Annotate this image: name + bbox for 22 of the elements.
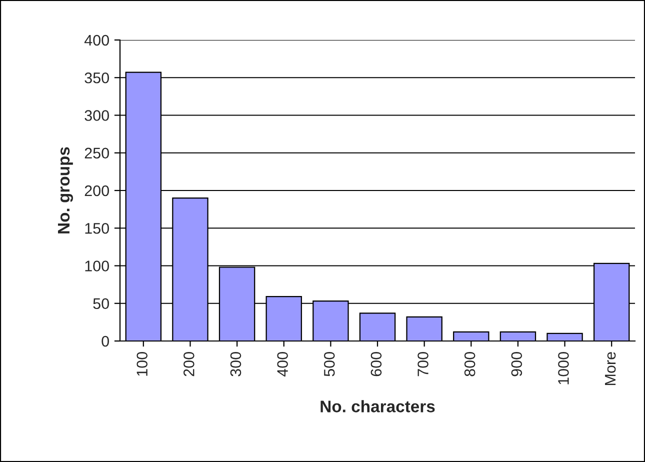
y-tick-label: 50 (93, 298, 109, 310)
x-tick-label: 100 (136, 352, 148, 376)
x-tick-label: 600 (370, 352, 382, 376)
y-tick-label: 250 (84, 148, 109, 159)
x-tick-label: More (605, 352, 616, 385)
x-tick-label: 300 (230, 352, 242, 376)
x-tick-label: 1000 (558, 352, 569, 384)
y-tick-label: 100 (85, 260, 109, 272)
y-tick-label: 350 (84, 72, 109, 84)
x-tick-label: 900 (511, 352, 522, 376)
x-tick-label: 700 (418, 352, 428, 376)
x-tick-label: 200 (184, 352, 194, 376)
y-tick-label: 400 (84, 34, 109, 46)
y-tick-label: 150 (85, 222, 109, 234)
x-tick-label: 400 (277, 352, 288, 377)
y-tick-label: 0 (102, 336, 109, 347)
x-axis-title: No. characters (320, 400, 435, 412)
x-tick-label: 500 (324, 352, 335, 376)
y-axis-title: No. groups (58, 147, 73, 234)
y-tick-label: 300 (84, 110, 109, 121)
x-tick-label: 800 (464, 352, 476, 376)
y-tick-label: 200 (84, 185, 109, 196)
